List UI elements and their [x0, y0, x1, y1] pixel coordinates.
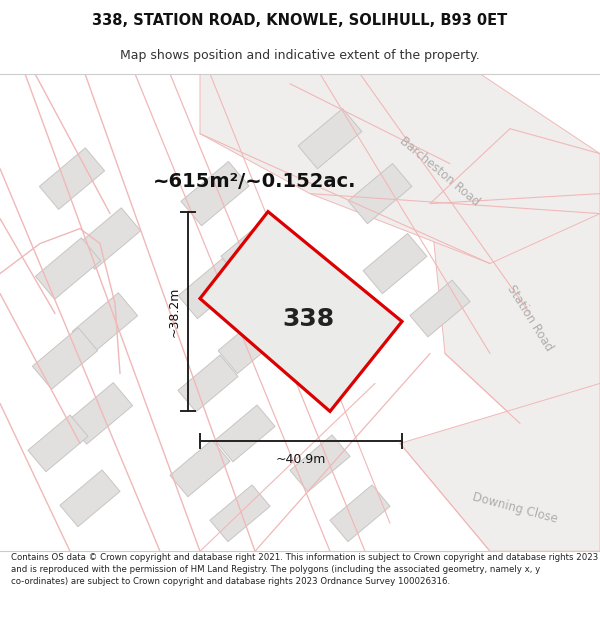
Text: 338, STATION ROAD, KNOWLE, SOLIHULL, B93 0ET: 338, STATION ROAD, KNOWLE, SOLIHULL, B93… [92, 13, 508, 28]
Polygon shape [330, 485, 390, 542]
Polygon shape [363, 234, 427, 294]
Polygon shape [181, 161, 249, 226]
Text: ~615m²/~0.152ac.: ~615m²/~0.152ac. [153, 172, 357, 191]
Polygon shape [178, 258, 242, 319]
Text: Map shows position and indicative extent of the property.: Map shows position and indicative extent… [120, 49, 480, 62]
Polygon shape [400, 383, 600, 551]
Polygon shape [200, 74, 600, 264]
Polygon shape [60, 470, 120, 527]
Text: Barcheston Road: Barcheston Road [398, 134, 482, 209]
Polygon shape [348, 164, 412, 224]
Polygon shape [410, 280, 470, 337]
Text: 338: 338 [282, 307, 334, 331]
Polygon shape [73, 292, 137, 354]
Polygon shape [200, 212, 402, 411]
Polygon shape [298, 109, 362, 169]
Text: ~40.9m: ~40.9m [276, 453, 326, 466]
Polygon shape [40, 148, 104, 209]
Polygon shape [215, 405, 275, 462]
Polygon shape [178, 355, 238, 412]
Polygon shape [290, 435, 350, 492]
Polygon shape [210, 485, 270, 542]
Polygon shape [170, 440, 230, 497]
Text: ~38.2m: ~38.2m [167, 286, 181, 337]
Polygon shape [221, 216, 289, 281]
Text: Contains OS data © Crown copyright and database right 2021. This information is : Contains OS data © Crown copyright and d… [11, 554, 598, 586]
Polygon shape [76, 208, 140, 269]
Text: Downing Close: Downing Close [471, 491, 559, 526]
Polygon shape [218, 313, 282, 374]
Polygon shape [430, 129, 600, 423]
Polygon shape [28, 415, 88, 472]
Polygon shape [67, 382, 133, 444]
Text: Station Road: Station Road [505, 283, 556, 354]
Polygon shape [32, 328, 98, 389]
Polygon shape [35, 238, 101, 299]
